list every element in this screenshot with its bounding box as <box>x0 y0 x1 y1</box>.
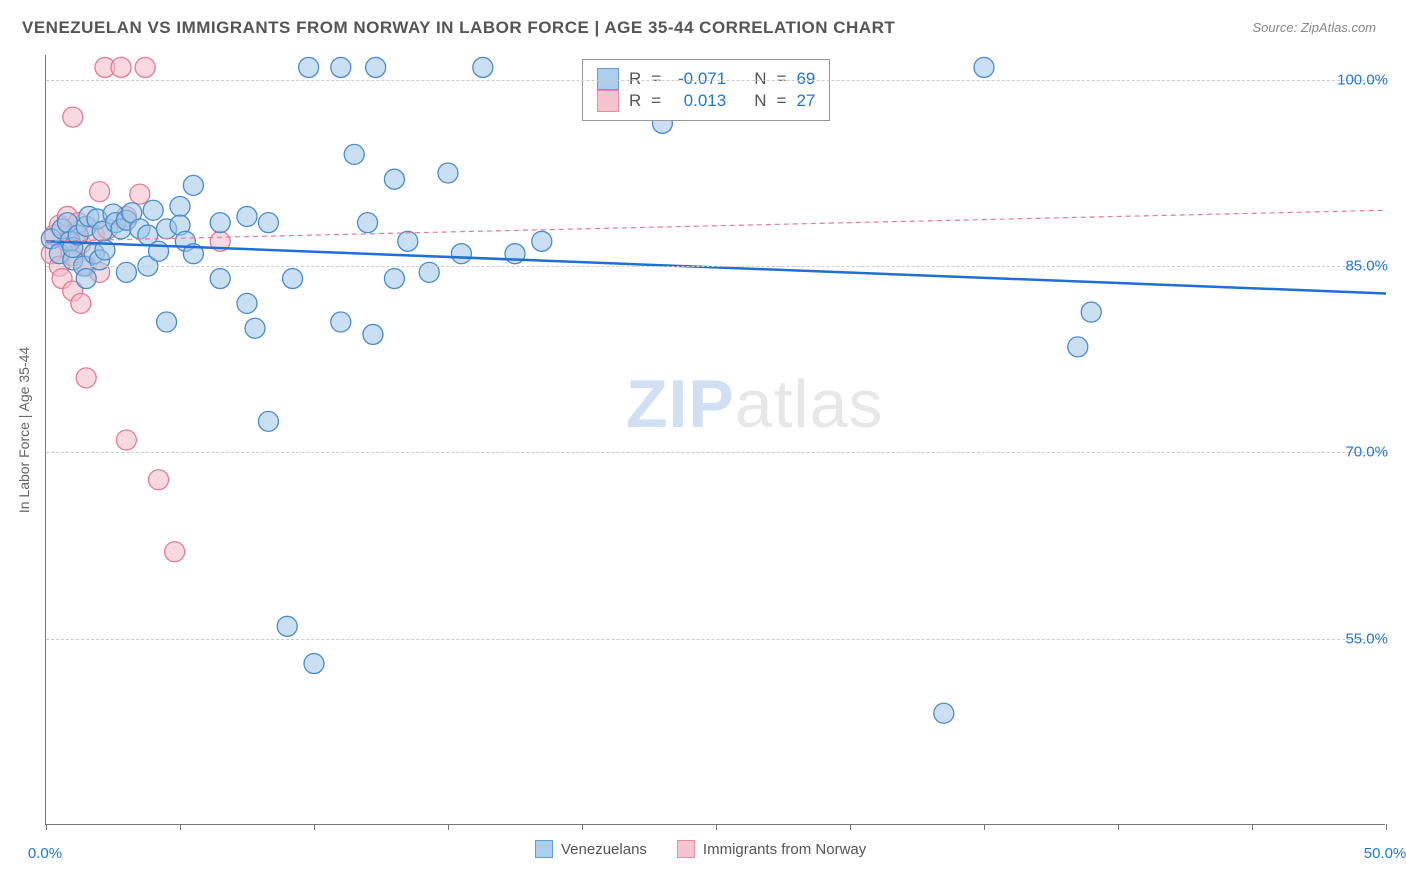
data-point <box>258 411 278 431</box>
legend-item-norway: Immigrants from Norway <box>677 840 866 858</box>
legend-item-venezuelans: Venezuelans <box>535 840 647 858</box>
gridline <box>46 80 1385 81</box>
legend-n-value: 27 <box>796 91 815 111</box>
x-tick-mark <box>850 824 851 830</box>
x-tick-label: 0.0% <box>28 845 62 862</box>
x-tick-mark <box>1118 824 1119 830</box>
data-point <box>143 200 163 220</box>
data-point <box>366 57 386 77</box>
data-point <box>210 269 230 289</box>
data-point <box>116 430 136 450</box>
data-point <box>473 57 493 77</box>
correlation-legend: R=-0.071N=69R=0.013N=27 <box>582 59 830 121</box>
data-point <box>344 144 364 164</box>
data-point <box>183 175 203 195</box>
data-point <box>71 293 91 313</box>
data-point <box>384 169 404 189</box>
data-point <box>258 213 278 233</box>
data-point <box>210 213 230 233</box>
y-axis-label: In Labor Force | Age 35-44 <box>16 347 32 513</box>
scatter-chart <box>46 55 1385 824</box>
x-tick-mark <box>582 824 583 830</box>
y-tick-label: 70.0% <box>1345 444 1388 461</box>
y-tick-label: 55.0% <box>1345 630 1388 647</box>
data-point <box>299 57 319 77</box>
legend-r-value: 0.013 <box>671 91 726 111</box>
data-point <box>363 324 383 344</box>
legend-eq: = <box>651 91 661 111</box>
data-point <box>130 184 150 204</box>
data-point <box>974 57 994 77</box>
x-tick-mark <box>1252 824 1253 830</box>
data-point <box>277 616 297 636</box>
data-point <box>283 269 303 289</box>
data-point <box>331 57 351 77</box>
legend-series-label: Venezuelans <box>561 841 647 858</box>
x-tick-mark <box>984 824 985 830</box>
gridline <box>46 266 1385 267</box>
data-point <box>90 182 110 202</box>
x-tick-mark <box>46 824 47 830</box>
data-point <box>438 163 458 183</box>
legend-swatch <box>597 90 619 112</box>
data-point <box>532 231 552 251</box>
data-point <box>304 654 324 674</box>
legend-swatch <box>677 840 695 858</box>
data-point <box>63 107 83 127</box>
data-point <box>384 269 404 289</box>
data-point <box>170 197 190 217</box>
y-tick-label: 85.0% <box>1345 258 1388 275</box>
trend-line-venezuelans <box>46 241 1386 293</box>
legend-series-label: Immigrants from Norway <box>703 841 866 858</box>
data-point <box>237 206 257 226</box>
plot-area: ZIPatlas R=-0.071N=69R=0.013N=27 <box>45 55 1385 825</box>
x-tick-mark <box>180 824 181 830</box>
data-point <box>237 293 257 313</box>
x-tick-mark <box>314 824 315 830</box>
data-point <box>358 213 378 233</box>
source-label: Source: ZipAtlas.com <box>1252 20 1376 35</box>
data-point <box>76 269 96 289</box>
x-tick-mark <box>448 824 449 830</box>
y-tick-label: 100.0% <box>1337 71 1388 88</box>
data-point <box>451 244 471 264</box>
data-point <box>1081 302 1101 322</box>
legend-eq: = <box>777 91 787 111</box>
data-point <box>245 318 265 338</box>
series-legend: Venezuelans Immigrants from Norway <box>535 840 866 858</box>
data-point <box>398 231 418 251</box>
chart-title: VENEZUELAN VS IMMIGRANTS FROM NORWAY IN … <box>22 18 895 38</box>
data-point <box>934 703 954 723</box>
legend-swatch <box>535 840 553 858</box>
data-point <box>165 542 185 562</box>
legend-n-label: N <box>754 91 766 111</box>
data-point <box>331 312 351 332</box>
data-point <box>1068 337 1088 357</box>
data-point <box>157 312 177 332</box>
data-point <box>111 57 131 77</box>
gridline <box>46 452 1385 453</box>
gridline <box>46 639 1385 640</box>
legend-row-norway: R = 0.013 N = 27 <box>597 90 815 112</box>
x-tick-label: 50.0% <box>1364 845 1406 862</box>
data-point <box>76 368 96 388</box>
legend-r-label: R <box>629 91 641 111</box>
data-point <box>149 470 169 490</box>
data-point <box>135 57 155 77</box>
x-tick-mark <box>1386 824 1387 830</box>
x-tick-mark <box>716 824 717 830</box>
